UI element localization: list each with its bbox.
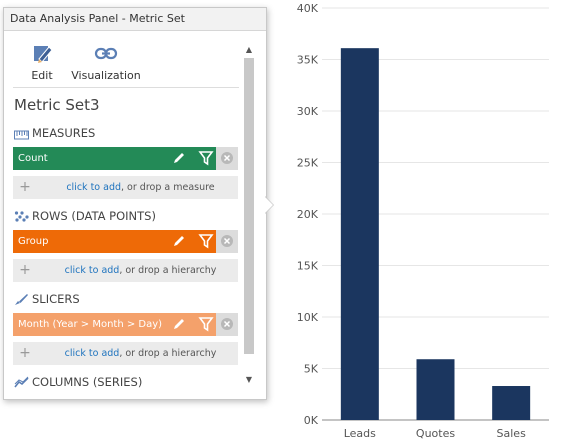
y-tick-label: 35K bbox=[297, 54, 319, 67]
bar-leads[interactable] bbox=[340, 48, 379, 421]
y-tick-label: 15K bbox=[297, 260, 319, 273]
panel-title: Data Analysis Panel - Metric Set bbox=[4, 8, 266, 31]
edit-button[interactable]: Edit bbox=[27, 43, 57, 82]
link-icon bbox=[69, 43, 143, 69]
row-chip-group[interactable]: Group bbox=[13, 230, 238, 253]
panel-toolbar: Edit Visualization bbox=[4, 31, 242, 85]
rows-title-text: ROWS (DATA POINTS) bbox=[32, 209, 156, 223]
pencil-icon[interactable] bbox=[171, 150, 187, 175]
y-tick-label: 25K bbox=[297, 157, 319, 170]
y-tick-label: 30K bbox=[297, 105, 319, 118]
rows-drop-zone[interactable]: + click to add, or drop a hierarchy bbox=[13, 259, 238, 282]
visualization-button[interactable]: Visualization bbox=[69, 43, 143, 82]
measures-section-title: MEASURES bbox=[14, 126, 95, 143]
measure-chip-count[interactable]: Count bbox=[13, 147, 238, 170]
measures-title-text: MEASURES bbox=[32, 126, 96, 140]
row-chip-label: Group bbox=[18, 236, 49, 247]
bar-sales[interactable] bbox=[492, 386, 531, 420]
rows-section-title: ROWS (DATA POINTS) bbox=[14, 209, 156, 226]
brush-icon bbox=[14, 293, 30, 309]
edit-label: Edit bbox=[31, 69, 53, 82]
add-measure-link[interactable]: click to add bbox=[66, 182, 122, 193]
plus-icon: + bbox=[19, 345, 31, 361]
visualization-label: Visualization bbox=[71, 69, 141, 82]
drop-slicer-text: , or drop a hierarchy bbox=[119, 348, 217, 359]
plus-icon: + bbox=[19, 179, 31, 195]
add-slicer-link[interactable]: click to add bbox=[64, 348, 120, 359]
pencil-icon[interactable] bbox=[171, 233, 187, 258]
y-tick-label: 5K bbox=[304, 363, 319, 376]
remove-icon[interactable] bbox=[220, 151, 234, 174]
pencil-icon[interactable] bbox=[171, 316, 187, 341]
panel-scrollbar[interactable]: ▲ ▼ bbox=[242, 44, 256, 394]
slicer-chip-month[interactable]: Month (Year > Month > Day) bbox=[13, 313, 238, 336]
toolbar-divider bbox=[13, 87, 239, 88]
x-tick-label: Sales bbox=[497, 427, 527, 440]
add-row-link[interactable]: click to add bbox=[64, 265, 120, 276]
x-tick-label: Leads bbox=[344, 427, 376, 440]
remove-icon[interactable] bbox=[220, 234, 234, 257]
drop-measure-text: , or drop a measure bbox=[121, 182, 215, 193]
measure-chip-label: Count bbox=[18, 153, 48, 164]
slicers-title-text: SLICERS bbox=[32, 292, 80, 306]
slicer-chip-label: Month (Year > Month > Day) bbox=[18, 319, 163, 330]
y-tick-label: 0K bbox=[304, 414, 319, 427]
plus-icon: + bbox=[19, 262, 31, 278]
measures-drop-zone[interactable]: + click to add, or drop a measure bbox=[13, 176, 238, 199]
y-tick-label: 40K bbox=[297, 2, 319, 15]
panel-pointer bbox=[264, 196, 273, 214]
scroll-up-icon[interactable]: ▲ bbox=[245, 45, 253, 54]
x-tick-label: Quotes bbox=[416, 427, 455, 440]
columns-section-title: COLUMNS (SERIES) bbox=[14, 375, 142, 392]
filter-icon[interactable] bbox=[198, 233, 214, 258]
filter-icon[interactable] bbox=[198, 150, 214, 175]
scroll-down-icon[interactable]: ▼ bbox=[245, 375, 253, 384]
y-tick-label: 20K bbox=[297, 208, 319, 221]
data-analysis-panel: Data Analysis Panel - Metric Set Edit V bbox=[3, 7, 267, 400]
columns-title-text: COLUMNS (SERIES) bbox=[32, 375, 143, 389]
line-chart-icon bbox=[14, 376, 30, 392]
ruler-icon bbox=[14, 129, 30, 143]
slicers-drop-zone[interactable]: + click to add, or drop a hierarchy bbox=[13, 342, 238, 365]
slicers-section-title: SLICERS bbox=[14, 292, 80, 309]
metric-set-name: Metric Set3 bbox=[14, 96, 100, 114]
y-tick-label: 10K bbox=[297, 311, 319, 324]
edit-icon bbox=[27, 43, 57, 69]
filter-icon[interactable] bbox=[198, 316, 214, 341]
scroll-thumb[interactable] bbox=[244, 58, 254, 354]
drop-row-text: , or drop a hierarchy bbox=[119, 265, 217, 276]
remove-icon[interactable] bbox=[220, 317, 234, 340]
bar-quotes[interactable] bbox=[416, 359, 455, 420]
scatter-icon bbox=[14, 210, 30, 226]
